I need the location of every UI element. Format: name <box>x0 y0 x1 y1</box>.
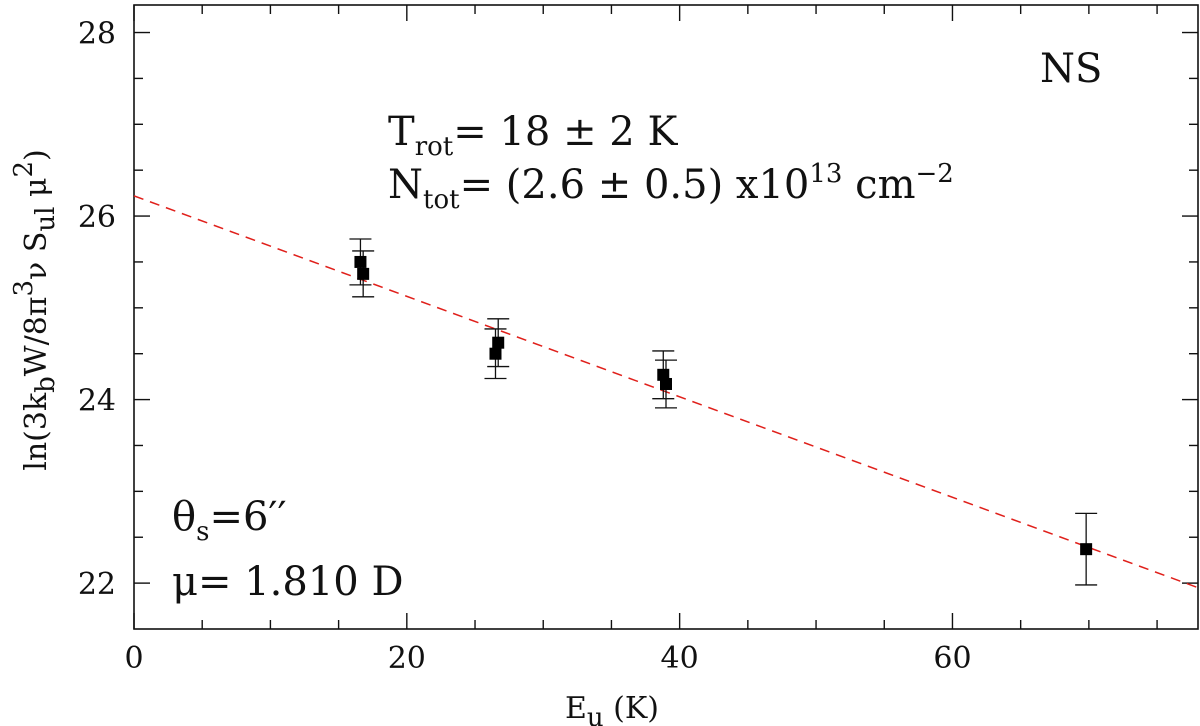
y-tick-label: 24 <box>78 384 116 419</box>
x-tick-label: 0 <box>124 641 143 676</box>
data-point <box>489 347 502 360</box>
data-point <box>354 255 367 268</box>
theta-annotation: θs=6′′ <box>172 494 287 547</box>
error-bars <box>349 238 1098 586</box>
trot-annotation: Trot= 18 ± 2 K <box>388 109 678 162</box>
data-point <box>492 336 505 349</box>
x-tick-label: 20 <box>388 641 426 676</box>
y-tick-label: 22 <box>78 567 116 602</box>
data-point <box>1080 543 1093 556</box>
data-points <box>354 255 1093 556</box>
data-point <box>357 267 370 280</box>
data-point <box>657 368 670 381</box>
x-axis-title: Eu (K) <box>565 691 659 726</box>
mu-annotation: μ= 1.810 D <box>172 559 404 605</box>
x-tick-label: 40 <box>661 641 699 676</box>
x-tick-labels: 0 20 40 60 <box>124 641 971 676</box>
axis-ticks <box>133 5 1198 629</box>
plot-frame <box>133 4 1199 630</box>
y-axis-title: ln(3kbW/8π3ν Sul μ2) <box>9 149 61 471</box>
region-label: NS <box>1040 46 1102 92</box>
y-tick-label: 28 <box>78 17 116 52</box>
y-tick-labels: 22 24 26 28 <box>78 17 116 603</box>
data-point <box>660 377 672 390</box>
y-tick-label: 26 <box>78 200 116 235</box>
ntot-annotation: Ntot= (2.6 ± 0.5) x1013 cm−2 <box>388 159 954 215</box>
x-tick-label: 60 <box>933 641 971 676</box>
